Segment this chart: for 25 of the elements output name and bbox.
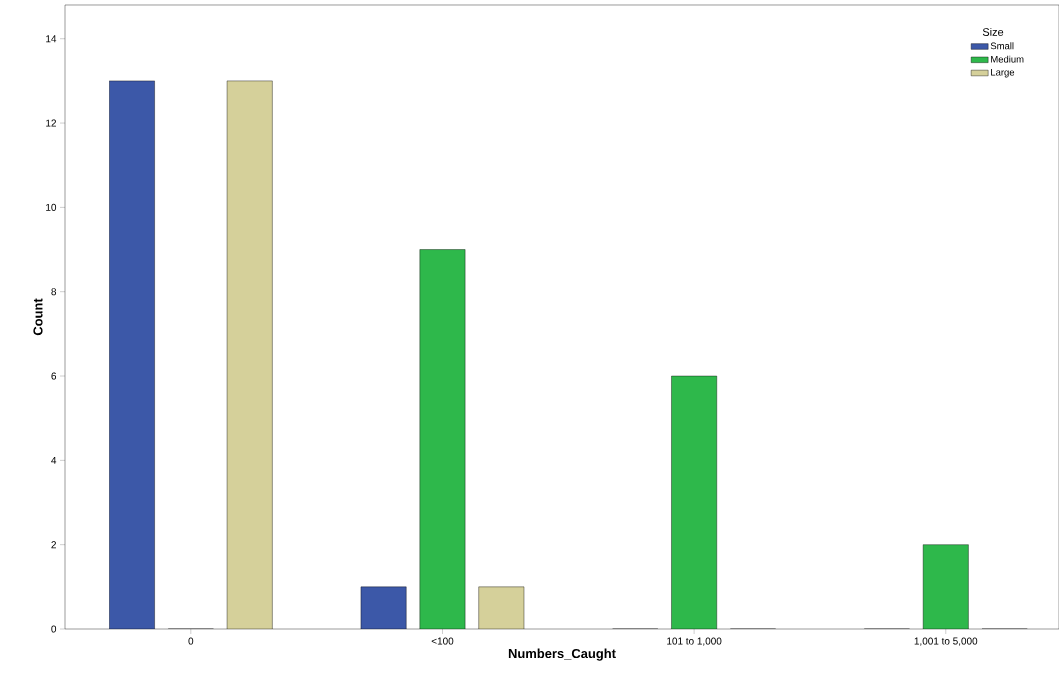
x-tick-label: 0	[188, 637, 194, 645]
legend-label: Small	[990, 42, 1014, 50]
bar	[922, 544, 969, 629]
bar	[226, 80, 273, 629]
y-axis-title: Count	[33, 298, 43, 336]
bar	[109, 80, 155, 629]
y-tick-label: 2	[51, 541, 56, 549]
y-tick-label: 4	[51, 456, 57, 464]
bar	[671, 375, 717, 629]
x-tick-label: <100	[431, 637, 454, 645]
bar	[360, 586, 407, 629]
legend-label: Medium	[991, 55, 1024, 63]
x-tick-label: 1,001 to 5,000	[914, 637, 978, 646]
y-tick-label: 6	[51, 372, 57, 380]
x-axis-title: Numbers_Caught	[508, 648, 616, 661]
y-tick-label: 12	[46, 119, 56, 127]
legend-title: Size	[982, 27, 1004, 36]
x-tick-label: 101 to 1,000	[667, 637, 722, 646]
bar	[419, 249, 466, 629]
bar	[478, 586, 525, 629]
legend-label: Large	[991, 68, 1015, 78]
y-tick-label: 14	[46, 35, 57, 43]
y-tick-label: 10	[46, 203, 57, 211]
y-tick-label: 8	[51, 288, 57, 296]
y-tick-label: 0	[51, 625, 57, 633]
